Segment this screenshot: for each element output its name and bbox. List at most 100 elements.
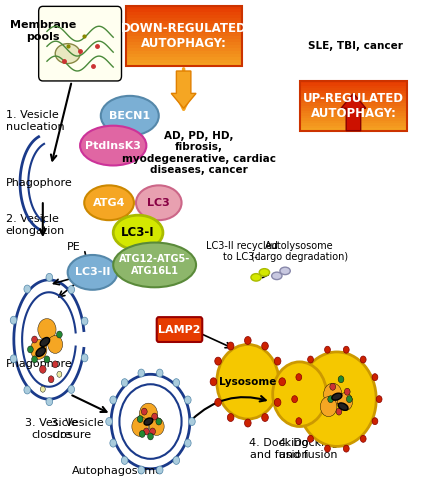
- Circle shape: [227, 414, 234, 422]
- Bar: [299, 84, 407, 86]
- Text: LC3-I: LC3-I: [121, 226, 155, 239]
- Text: LAMP2: LAMP2: [158, 324, 201, 334]
- Bar: [126, 45, 242, 48]
- Circle shape: [338, 376, 344, 383]
- Ellipse shape: [332, 393, 342, 400]
- Circle shape: [273, 362, 326, 426]
- Bar: [299, 116, 407, 118]
- Bar: [126, 18, 242, 22]
- Circle shape: [147, 433, 153, 440]
- Ellipse shape: [113, 242, 196, 288]
- Text: LC3-II recycled
to LC3-I: LC3-II recycled to LC3-I: [206, 241, 278, 262]
- Bar: [299, 98, 407, 101]
- Circle shape: [24, 285, 31, 293]
- Circle shape: [292, 396, 297, 402]
- Circle shape: [245, 419, 251, 427]
- Text: LC3-II: LC3-II: [75, 268, 110, 278]
- Circle shape: [217, 344, 279, 419]
- Bar: [299, 91, 407, 94]
- Bar: [299, 106, 407, 108]
- Circle shape: [215, 357, 222, 365]
- Bar: [299, 128, 407, 130]
- Circle shape: [10, 316, 17, 324]
- Ellipse shape: [36, 348, 46, 356]
- Text: PtdInsK3: PtdInsK3: [85, 140, 141, 150]
- Circle shape: [338, 392, 353, 410]
- Bar: [299, 81, 407, 130]
- Circle shape: [184, 396, 191, 404]
- Bar: [299, 101, 407, 103]
- Circle shape: [330, 384, 336, 390]
- Ellipse shape: [338, 403, 348, 410]
- Circle shape: [245, 336, 251, 344]
- Circle shape: [110, 396, 116, 404]
- Circle shape: [184, 439, 191, 447]
- Circle shape: [57, 331, 62, 338]
- Circle shape: [262, 342, 268, 350]
- Ellipse shape: [55, 44, 80, 64]
- Circle shape: [324, 384, 342, 405]
- Circle shape: [46, 398, 53, 406]
- Text: UP-REGULATED
AUTOPHAGY:: UP-REGULATED AUTOPHAGY:: [303, 92, 404, 120]
- Circle shape: [325, 445, 331, 452]
- Circle shape: [119, 384, 181, 459]
- Circle shape: [150, 428, 155, 435]
- Circle shape: [32, 356, 37, 363]
- Circle shape: [81, 317, 88, 325]
- Bar: [126, 51, 242, 54]
- Circle shape: [343, 346, 349, 353]
- Circle shape: [106, 418, 112, 426]
- Circle shape: [156, 466, 163, 474]
- Circle shape: [320, 396, 337, 416]
- Bar: [299, 104, 407, 106]
- Circle shape: [48, 336, 63, 353]
- Circle shape: [210, 378, 217, 386]
- Ellipse shape: [113, 215, 163, 250]
- Circle shape: [46, 274, 53, 281]
- Text: Membrane
pools: Membrane pools: [10, 20, 76, 42]
- Text: 3. Vesicle
closure: 3. Vesicle closure: [51, 418, 104, 440]
- Circle shape: [137, 416, 143, 422]
- Circle shape: [262, 414, 268, 422]
- Bar: [126, 57, 242, 60]
- Text: AD, PD, HD,
fibrosis,
myodegenerative, cardiac
diseases, cancer: AD, PD, HD, fibrosis, myodegenerative, c…: [121, 130, 276, 176]
- Circle shape: [68, 386, 75, 394]
- Circle shape: [139, 403, 158, 425]
- Ellipse shape: [280, 267, 290, 274]
- FancyArrow shape: [341, 94, 366, 130]
- Text: Phagophore: Phagophore: [6, 360, 72, 370]
- Text: Lysosome: Lysosome: [219, 377, 276, 387]
- Circle shape: [152, 413, 158, 420]
- Circle shape: [296, 374, 302, 380]
- Circle shape: [360, 436, 366, 442]
- Bar: [126, 6, 242, 10]
- Circle shape: [328, 396, 334, 402]
- Circle shape: [227, 342, 234, 350]
- Ellipse shape: [136, 186, 181, 220]
- Bar: [126, 60, 242, 63]
- Bar: [299, 81, 407, 84]
- Circle shape: [40, 386, 45, 392]
- Circle shape: [138, 466, 144, 474]
- Bar: [299, 118, 407, 120]
- Ellipse shape: [144, 418, 153, 425]
- Bar: [126, 36, 242, 39]
- Circle shape: [144, 428, 149, 435]
- Ellipse shape: [40, 338, 49, 346]
- Circle shape: [343, 445, 349, 452]
- Circle shape: [372, 374, 378, 380]
- Circle shape: [189, 418, 195, 426]
- Bar: [126, 39, 242, 42]
- Text: SLE, TBI, cancer: SLE, TBI, cancer: [308, 41, 403, 51]
- Circle shape: [110, 439, 116, 447]
- Circle shape: [38, 318, 56, 340]
- Text: 4. Docking
and fusion: 4. Docking and fusion: [279, 438, 338, 460]
- Bar: [126, 30, 242, 33]
- Circle shape: [141, 408, 147, 415]
- Bar: [126, 48, 242, 51]
- Circle shape: [274, 398, 281, 406]
- Text: PE: PE: [67, 242, 81, 252]
- Text: ATG4: ATG4: [93, 198, 125, 208]
- Bar: [299, 114, 407, 116]
- Circle shape: [346, 396, 352, 402]
